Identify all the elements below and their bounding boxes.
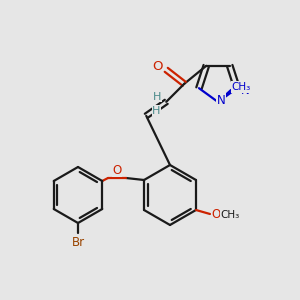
- Text: N: N: [217, 94, 225, 106]
- Text: H: H: [153, 92, 161, 102]
- Text: Br: Br: [71, 236, 85, 250]
- Text: O: O: [152, 60, 163, 73]
- Text: CH₃: CH₃: [231, 82, 250, 92]
- Text: O: O: [112, 164, 122, 176]
- Text: CH₃: CH₃: [220, 210, 240, 220]
- Text: N: N: [241, 84, 249, 97]
- Text: H: H: [152, 106, 160, 116]
- Text: O: O: [212, 208, 220, 221]
